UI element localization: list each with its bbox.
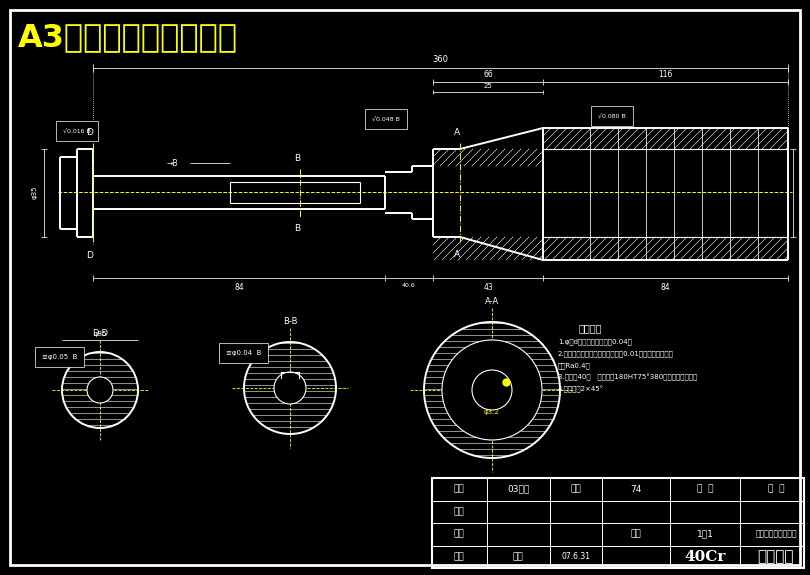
Circle shape bbox=[62, 352, 138, 428]
Text: 单列向心球轴承主轴: 单列向心球轴承主轴 bbox=[755, 530, 797, 539]
Circle shape bbox=[442, 340, 542, 440]
Text: B-B: B-B bbox=[283, 317, 297, 326]
Circle shape bbox=[424, 322, 560, 458]
Text: φ35: φ35 bbox=[93, 331, 107, 337]
Text: 校核: 校核 bbox=[454, 530, 464, 539]
Text: 84: 84 bbox=[660, 283, 670, 292]
Text: 审核: 审核 bbox=[454, 507, 464, 516]
Text: 乐江: 乐江 bbox=[513, 552, 523, 561]
Text: A-A: A-A bbox=[485, 297, 499, 306]
Text: D: D bbox=[87, 128, 93, 137]
Text: D-D: D-D bbox=[92, 329, 108, 338]
Text: 班级: 班级 bbox=[454, 485, 464, 494]
Text: 学号: 学号 bbox=[570, 485, 582, 494]
Text: √0.080 B: √0.080 B bbox=[598, 113, 626, 118]
Circle shape bbox=[274, 372, 306, 404]
Text: →B: →B bbox=[167, 159, 178, 167]
Text: 1.φ、d各对称精度不大于0.04；: 1.φ、d各对称精度不大于0.04； bbox=[558, 338, 632, 344]
Text: φ3.2: φ3.2 bbox=[484, 409, 500, 415]
Text: 25: 25 bbox=[484, 83, 492, 89]
Text: A: A bbox=[454, 250, 460, 259]
Text: 03机制: 03机制 bbox=[507, 485, 529, 494]
Text: 设计: 设计 bbox=[454, 552, 464, 561]
Text: 技术要求: 技术要求 bbox=[578, 323, 602, 333]
Text: 4.未倒角均2×45°: 4.未倒角均2×45° bbox=[558, 386, 604, 393]
Circle shape bbox=[87, 377, 113, 403]
Text: B: B bbox=[294, 224, 300, 233]
Text: 74: 74 bbox=[630, 485, 642, 494]
Bar bbox=[432, 478, 804, 568]
Text: A3单列向心球轴承主轴: A3单列向心球轴承主轴 bbox=[18, 22, 238, 53]
Text: √0.016 B: √0.016 B bbox=[63, 128, 91, 133]
Text: 共  张: 共 张 bbox=[697, 485, 714, 494]
Text: 360: 360 bbox=[432, 55, 448, 64]
Circle shape bbox=[472, 370, 512, 410]
Text: √0.048 B: √0.048 B bbox=[372, 116, 400, 121]
Text: 40Cr: 40Cr bbox=[684, 550, 726, 564]
Text: 比例: 比例 bbox=[631, 530, 642, 539]
Text: 3.淬火：40钢   盐水冷；180HT75°380（磁检不许允）。: 3.淬火：40钢 盐水冷；180HT75°380（磁检不许允）。 bbox=[558, 374, 697, 381]
Text: D: D bbox=[87, 251, 93, 260]
Text: A: A bbox=[454, 128, 460, 137]
Text: φ35: φ35 bbox=[32, 185, 38, 199]
Text: 116: 116 bbox=[658, 70, 672, 79]
Text: 07.6.31: 07.6.31 bbox=[561, 552, 590, 561]
Text: 大于Ra0.4；: 大于Ra0.4； bbox=[558, 362, 590, 369]
Text: 邵阳学院: 邵阳学院 bbox=[757, 549, 795, 564]
Text: 40.6: 40.6 bbox=[402, 283, 416, 288]
Text: ≡φ0.05  B: ≡φ0.05 B bbox=[42, 354, 78, 360]
Circle shape bbox=[244, 342, 336, 434]
Text: 第  张: 第 张 bbox=[768, 485, 784, 494]
Text: 84: 84 bbox=[234, 283, 244, 292]
Text: B: B bbox=[294, 154, 300, 163]
Text: 2.相对轴线表面圆柱度误差不大于0.01，圆柱面粗糙度不: 2.相对轴线表面圆柱度误差不大于0.01，圆柱面粗糙度不 bbox=[558, 350, 674, 356]
Text: 66: 66 bbox=[483, 70, 492, 79]
Text: ≡φ0.04  B: ≡φ0.04 B bbox=[226, 350, 262, 356]
Text: 1：1: 1：1 bbox=[697, 530, 714, 539]
Text: 43: 43 bbox=[483, 283, 492, 292]
